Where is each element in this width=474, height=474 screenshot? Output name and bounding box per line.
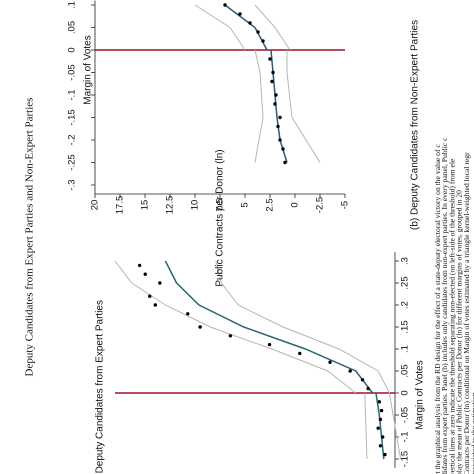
y-tick-label: 5 — [240, 202, 251, 207]
y-tick-label: 10 — [190, 200, 201, 211]
caption-line: rt the graphical analysis from the RD de… — [433, 144, 442, 474]
x-tick-label: -.15 — [67, 109, 78, 125]
y-axis-title: Public Contracts per Donor (ln) — [215, 149, 226, 286]
x-tick-label: -.25 — [67, 154, 78, 170]
bin-mean — [378, 444, 383, 448]
x-tick-label: -.05 — [400, 407, 411, 423]
bin-mean — [268, 57, 272, 61]
bin-mean — [186, 312, 190, 316]
bin-mean — [223, 3, 227, 7]
confidence-band — [254, 4, 291, 51]
x-tick-label: .1 — [67, 1, 78, 9]
caption-line: vertical lines at zero indicate the thre… — [447, 158, 456, 474]
bin-mean — [137, 263, 142, 268]
panel-subtitle: (a) Deputy Candidates from Expert Partie… — [95, 300, 106, 474]
bin-mean — [267, 342, 272, 347]
bin-mean — [276, 124, 280, 129]
bin-mean — [328, 360, 332, 364]
bin-mean — [379, 408, 384, 413]
bin-mean — [143, 272, 147, 276]
x-axis-title: Margin of Votes — [415, 360, 426, 429]
caption-line: Contracts per Donor (ln) conditional on … — [462, 152, 471, 474]
fit-line — [270, 49, 288, 163]
y-tick-label: -5 — [340, 201, 351, 209]
bin-mean — [198, 325, 202, 329]
confidence-band — [286, 50, 321, 163]
x-tick-label: 0 — [67, 47, 78, 52]
confidence-band — [194, 4, 246, 51]
bin-mean — [376, 426, 380, 430]
bin-mean — [248, 21, 252, 25]
x-tick-label: -.15 — [400, 451, 411, 467]
bin-mean — [256, 30, 260, 34]
y-tick-label: -2.5 — [315, 197, 326, 213]
y-tick-label: 0 — [290, 202, 301, 207]
bin-mean — [278, 138, 282, 142]
confidence-band — [215, 260, 390, 394]
x-axis-title: Margin of Votes — [83, 35, 94, 104]
x-tick-label: -.2 — [67, 134, 78, 145]
bin-mean — [366, 386, 370, 391]
x-tick-label: -.3 — [67, 179, 78, 190]
confidence-band — [388, 392, 402, 460]
y-tick-label: 7.5 — [215, 198, 226, 211]
y-tick-label: 20 — [90, 200, 101, 211]
bin-mean — [271, 70, 275, 75]
confidence-band — [254, 49, 264, 163]
bin-mean — [228, 334, 233, 338]
fit-line — [375, 392, 385, 460]
x-tick-label: 0 — [400, 390, 411, 395]
x-tick-label: .05 — [400, 364, 411, 377]
confidence-band — [114, 260, 357, 394]
bin-mean — [273, 102, 277, 106]
bin-mean — [377, 400, 382, 404]
bin-mean — [360, 378, 365, 382]
x-tick-label: -.1 — [67, 89, 78, 100]
confidence-band — [364, 392, 368, 460]
bin-mean — [261, 39, 265, 43]
fit-line — [164, 260, 374, 394]
bin-mean — [383, 452, 387, 457]
caption-line: didates from expert parties. Panel (b) i… — [440, 137, 449, 474]
x-tick-label: .25 — [400, 276, 411, 289]
y-tick-label: 15 — [140, 200, 151, 211]
bin-mean — [348, 369, 352, 373]
bin-mean — [283, 160, 287, 165]
x-tick-label: .05 — [67, 21, 78, 34]
bin-mean — [278, 115, 282, 120]
bin-mean — [274, 93, 278, 97]
bin-mean — [380, 435, 385, 439]
caption-line: associated to the estimation. — [469, 390, 474, 474]
bin-mean — [298, 351, 302, 356]
y-tick-label: 17.5 — [115, 196, 126, 215]
bin-mean — [238, 12, 242, 16]
x-tick-label: .2 — [400, 301, 411, 309]
x-tick-label: .3 — [400, 257, 411, 265]
y-tick-label: 2.5 — [265, 198, 276, 211]
bin-mean — [270, 79, 274, 84]
bin-mean — [153, 303, 158, 307]
figure-title: Deputy Candidates from Expert Parties an… — [24, 98, 36, 377]
y-tick-label: 12.5 — [165, 196, 176, 215]
x-tick-label: -.1 — [400, 431, 411, 442]
bin-mean — [281, 147, 285, 151]
bin-mean — [148, 294, 152, 298]
x-tick-label: -.05 — [67, 64, 78, 80]
caption-line: play the mean of Public Contracts per Do… — [455, 190, 464, 474]
x-tick-label: .1 — [400, 345, 411, 353]
bin-mean — [378, 417, 383, 422]
x-tick-label: .15 — [400, 320, 411, 333]
panel-subtitle: (b) Deputy Candidates from Non-Expert Pa… — [410, 20, 421, 230]
bin-mean — [158, 281, 162, 285]
